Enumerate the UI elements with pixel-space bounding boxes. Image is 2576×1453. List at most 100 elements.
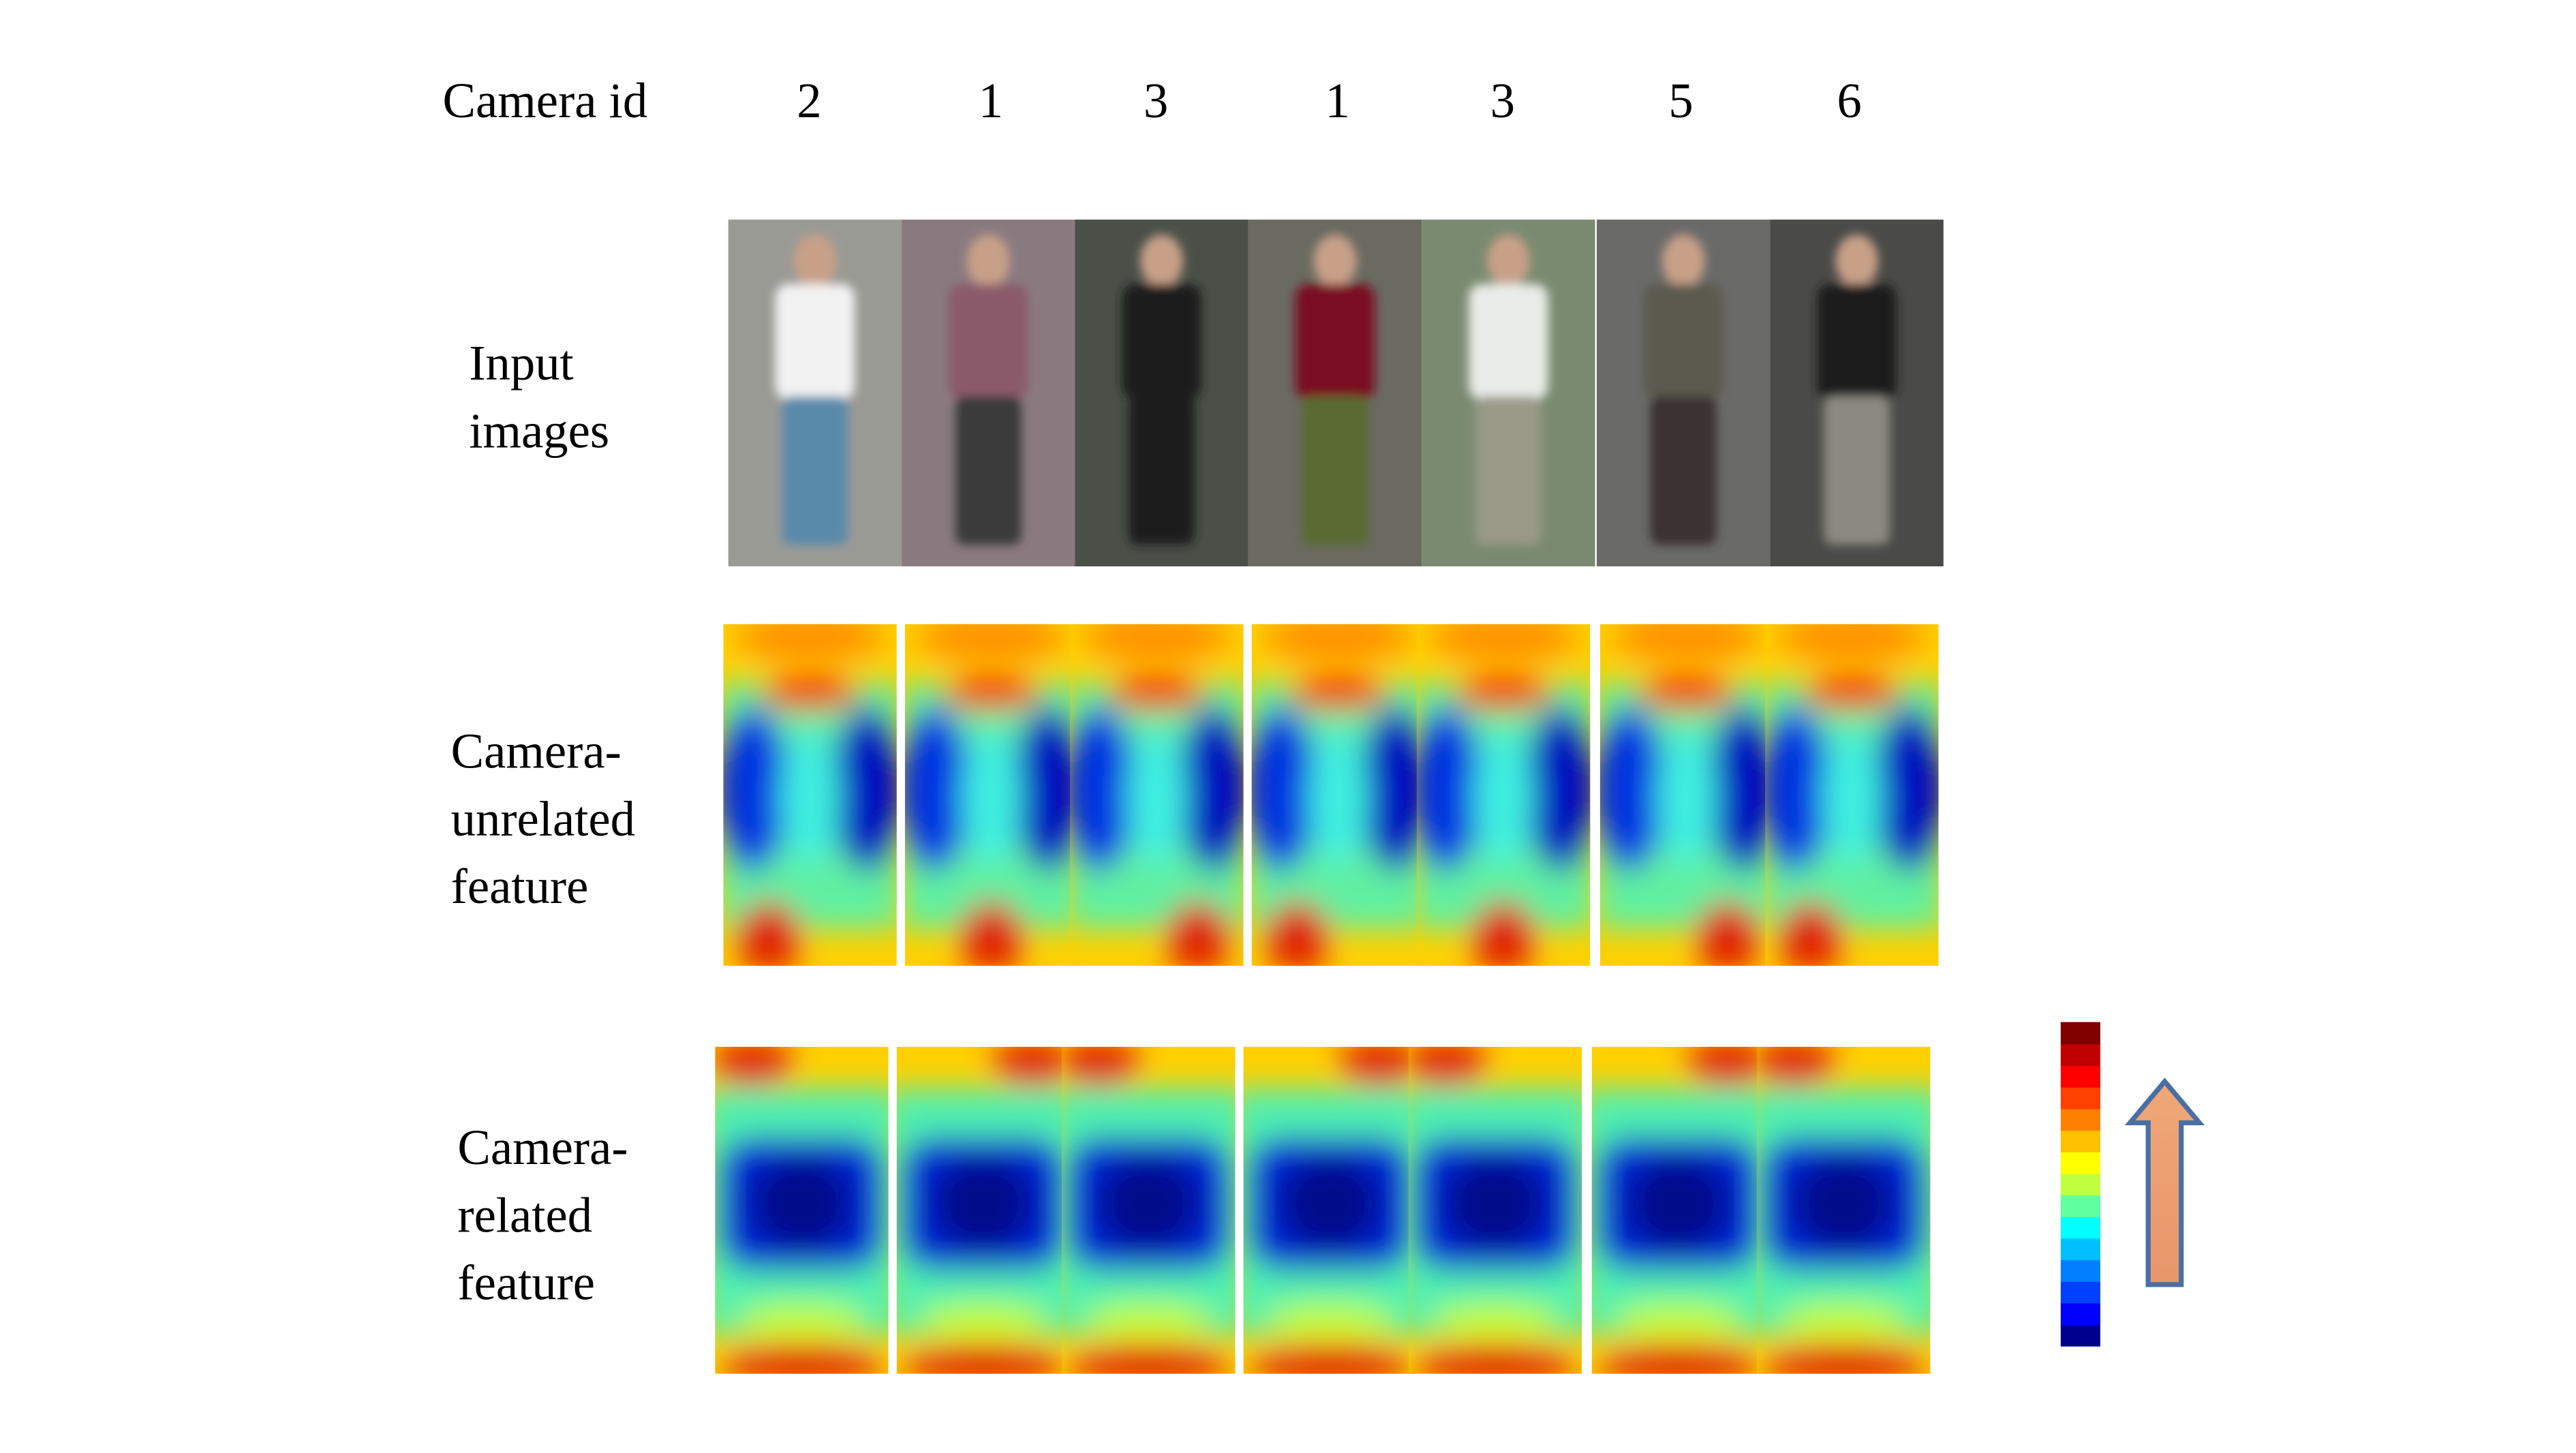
heat-red	[1802, 677, 1902, 710]
heat-red	[1761, 1345, 1927, 1374]
heat-yellow	[735, 1302, 868, 1336]
heat-red	[1637, 677, 1736, 710]
person-image	[1248, 219, 1422, 566]
heat-blue	[1708, 706, 1774, 872]
row-label: Input	[469, 335, 573, 391]
heatmap	[715, 1047, 889, 1374]
heatmap-layers	[1765, 624, 1939, 966]
camera-id: 1	[1325, 73, 1350, 128]
heat-blue	[1416, 706, 1482, 872]
heat-yellow	[1777, 1302, 1910, 1336]
heat-blue	[1765, 706, 1830, 872]
heat-blobs	[723, 624, 897, 966]
colorbar-segment	[2060, 1129, 2100, 1152]
heatmap	[1062, 1047, 1236, 1374]
heat-cyan	[780, 731, 840, 864]
heat-blue	[1070, 706, 1135, 872]
heat-cyan	[1126, 731, 1187, 864]
heat-blue	[752, 1157, 852, 1251]
heatmap	[1599, 624, 1774, 966]
camera-id: 3	[1490, 73, 1515, 128]
colorbar-segment	[2060, 1302, 2100, 1326]
head	[1486, 234, 1530, 288]
heat-red	[1107, 677, 1207, 710]
heatmap-layers	[715, 1047, 889, 1374]
heat-blobs	[1243, 1047, 1417, 1374]
heat-red	[1757, 1047, 1836, 1087]
heat-red	[900, 1345, 1067, 1374]
colorbar-segment	[2060, 1238, 2100, 1261]
legs	[1475, 396, 1542, 545]
heat-blobs	[1591, 1047, 1766, 1374]
heat-blobs	[896, 1047, 1071, 1374]
person-image	[902, 219, 1075, 566]
heat-blue	[904, 706, 970, 872]
heatmap-layers	[1591, 1047, 1766, 1374]
heatmap	[904, 624, 1079, 966]
camera-id: 6	[1837, 73, 1862, 128]
row-label: Camera-	[457, 1120, 628, 1175]
heatmap	[1591, 1047, 1766, 1374]
heat-blue	[831, 706, 897, 872]
colorbar	[2060, 1022, 2100, 1347]
row-label: feature	[451, 859, 589, 914]
heat-yellow	[735, 624, 885, 661]
heatmap-layers	[896, 1047, 1071, 1374]
heat-red	[1289, 677, 1388, 710]
heat-cyan	[1308, 731, 1368, 864]
heatmap	[1757, 1047, 1931, 1374]
person-figure	[1817, 234, 1897, 545]
colorbar-segment	[2060, 1043, 2100, 1067]
torso	[949, 284, 1028, 400]
legs	[1302, 396, 1368, 545]
colorbar-segment	[2060, 1194, 2100, 1217]
legs	[782, 396, 848, 545]
heat-red	[1263, 901, 1330, 966]
heat-blobs	[1599, 624, 1774, 966]
person-figure	[1469, 234, 1548, 545]
legs	[1129, 396, 1195, 545]
columns	[715, 219, 1944, 1374]
row-label: unrelated	[451, 791, 635, 846]
heat-red	[1777, 901, 1844, 966]
heat-red	[958, 901, 1025, 966]
heatmap	[1416, 624, 1591, 966]
heat-red	[1470, 901, 1537, 966]
torso	[1644, 284, 1723, 400]
heat-red	[992, 1047, 1071, 1087]
heatmap	[1251, 624, 1426, 966]
heat-blobs	[1070, 624, 1244, 966]
person-image	[1770, 219, 1944, 566]
heat-blobs	[1416, 624, 1591, 966]
heat-yellow	[1612, 1302, 1745, 1336]
heatmap	[896, 1047, 1071, 1374]
heatmap-layers	[1408, 1047, 1582, 1374]
heat-red	[719, 1345, 885, 1374]
torso	[1817, 284, 1897, 400]
heat-blobs	[1765, 624, 1939, 966]
heat-blue	[1013, 706, 1079, 872]
heatmap-layers	[1251, 624, 1426, 966]
heat-yellow	[1082, 1302, 1215, 1336]
heatmap-layers	[1416, 624, 1591, 966]
heatmap	[1243, 1047, 1417, 1374]
heat-red	[1595, 1345, 1762, 1374]
colorbar-segment	[2060, 1216, 2100, 1239]
row-label: images	[469, 403, 609, 459]
heat-blobs	[1251, 624, 1426, 966]
row-label: Camera-	[451, 724, 622, 779]
heat-blobs	[1062, 1047, 1236, 1374]
heat-red	[1695, 901, 1762, 966]
heat-red	[735, 901, 802, 966]
head	[1661, 234, 1705, 288]
heat-yellow	[1082, 624, 1231, 661]
heat-blue	[1794, 1157, 1893, 1251]
colorbar-segment	[2060, 1086, 2100, 1110]
head	[966, 234, 1010, 288]
heatmap	[1408, 1047, 1582, 1374]
heatmap-layers	[1243, 1047, 1417, 1374]
up-arrow	[2124, 1077, 2205, 1287]
person-figure	[775, 234, 855, 545]
heat-red	[715, 1047, 794, 1087]
